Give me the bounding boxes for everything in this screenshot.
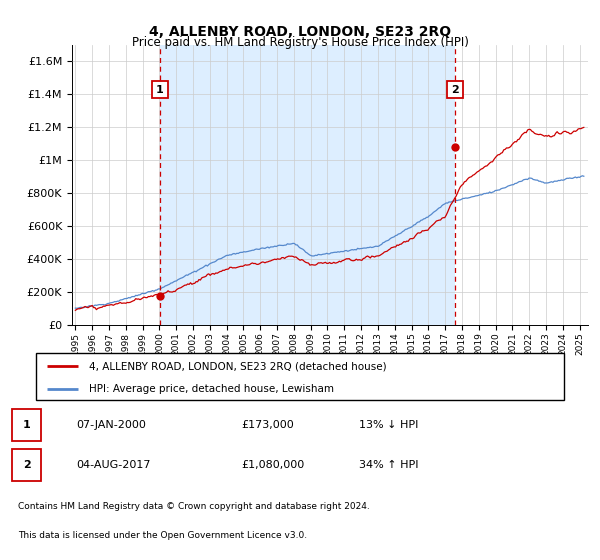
Text: 4, ALLENBY ROAD, LONDON, SE23 2RQ: 4, ALLENBY ROAD, LONDON, SE23 2RQ	[149, 25, 451, 39]
Text: 4, ALLENBY ROAD, LONDON, SE23 2RQ (detached house): 4, ALLENBY ROAD, LONDON, SE23 2RQ (detac…	[89, 361, 386, 371]
Text: Contains HM Land Registry data © Crown copyright and database right 2024.: Contains HM Land Registry data © Crown c…	[18, 502, 370, 511]
Text: £1,080,000: £1,080,000	[241, 460, 304, 470]
Text: 07-JAN-2000: 07-JAN-2000	[77, 420, 146, 430]
Text: This data is licensed under the Open Government Licence v3.0.: This data is licensed under the Open Gov…	[18, 531, 307, 540]
Text: 04-AUG-2017: 04-AUG-2017	[77, 460, 151, 470]
Text: Price paid vs. HM Land Registry's House Price Index (HPI): Price paid vs. HM Land Registry's House …	[131, 36, 469, 49]
Text: 13% ↓ HPI: 13% ↓ HPI	[359, 420, 418, 430]
Text: 34% ↑ HPI: 34% ↑ HPI	[359, 460, 418, 470]
Text: 2: 2	[23, 460, 31, 470]
FancyBboxPatch shape	[12, 409, 41, 441]
FancyBboxPatch shape	[36, 353, 564, 400]
Text: £173,000: £173,000	[241, 420, 294, 430]
FancyBboxPatch shape	[12, 449, 41, 481]
Text: 1: 1	[23, 420, 31, 430]
Text: HPI: Average price, detached house, Lewisham: HPI: Average price, detached house, Lewi…	[89, 384, 334, 394]
Text: 2: 2	[451, 85, 459, 95]
Bar	[160, 45, 455, 325]
Text: 1: 1	[156, 85, 164, 95]
